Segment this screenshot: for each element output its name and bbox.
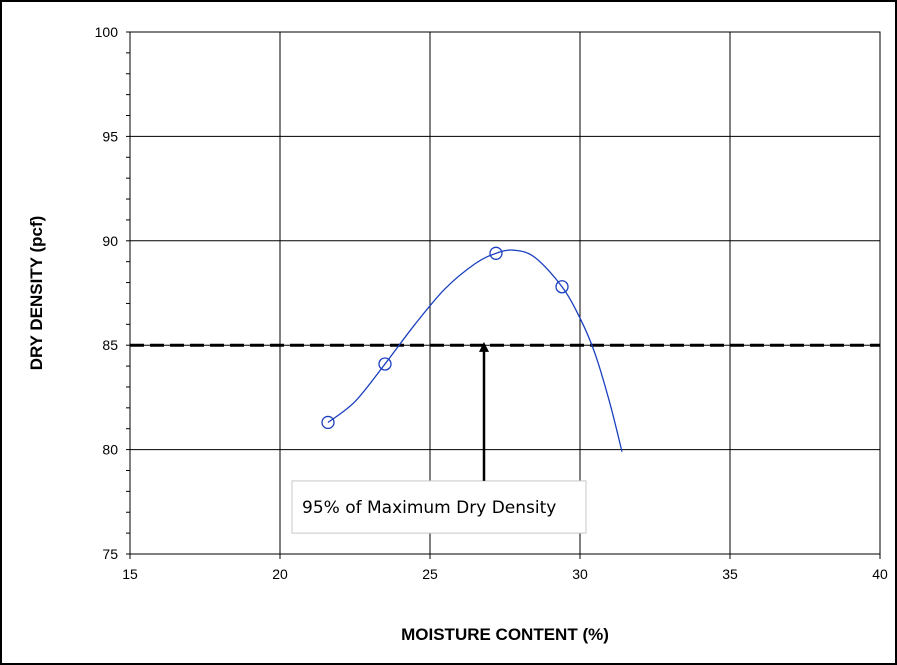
- y-axis-ticks: 75 80 85 90 95 100: [95, 24, 119, 562]
- annotation-text: 95% of Maximum Dry Density: [302, 498, 556, 518]
- x-axis-ticks: 15 20 25 30 35 40: [122, 554, 888, 582]
- y-tick-label: 90: [102, 233, 118, 249]
- y-tick-label: 75: [102, 546, 118, 562]
- fitted-curve: [327, 249, 623, 452]
- x-tick-label: 35: [722, 566, 738, 582]
- y-tick-label: 95: [102, 128, 118, 144]
- data-point: [489, 246, 503, 260]
- data-point: [555, 280, 569, 294]
- x-tick-label: 20: [272, 566, 288, 582]
- annotation-box: [291, 480, 587, 534]
- y-axis-title: DRY DENSITY (pcf): [27, 216, 46, 371]
- plot-area: [129, 31, 881, 555]
- y-tick-label: 100: [95, 24, 119, 40]
- x-tick-label: 25: [422, 566, 438, 582]
- y-tick-label: 85: [102, 337, 118, 353]
- y-tick-label: 80: [102, 442, 118, 458]
- data-point: [378, 357, 392, 371]
- data-point: [321, 415, 335, 430]
- minor-ticks: [126, 31, 130, 555]
- x-tick-label: 40: [872, 566, 888, 582]
- data-points: [321, 246, 569, 430]
- x-axis-title: MOISTURE CONTENT (%): [401, 625, 609, 644]
- x-tick-label: 15: [122, 566, 138, 582]
- x-tick-label: 30: [572, 566, 588, 582]
